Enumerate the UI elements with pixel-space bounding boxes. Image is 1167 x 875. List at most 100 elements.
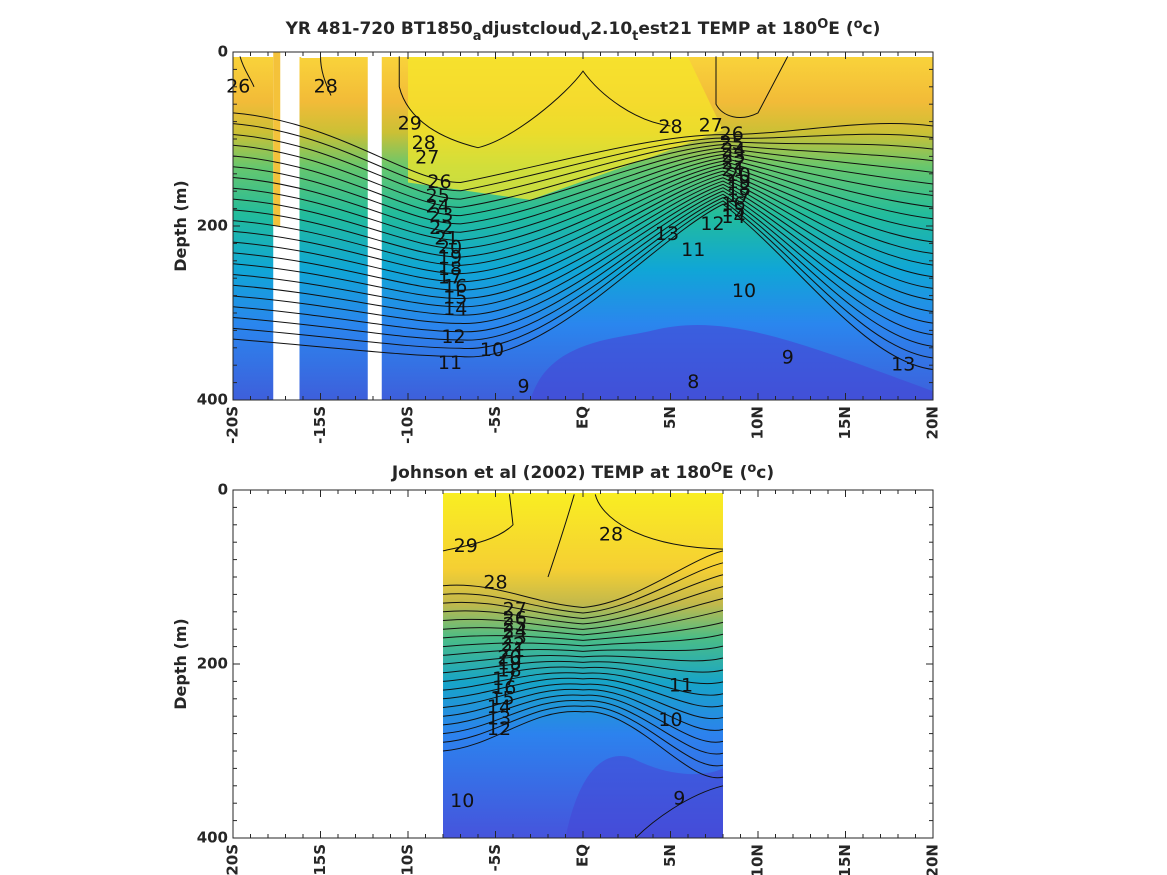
contour-label: 12 (441, 326, 465, 348)
contour-label: 20 (727, 164, 751, 186)
contour-label: 22 (501, 633, 525, 655)
isotherm-line (232, 167, 934, 266)
isotherm-line (442, 633, 724, 648)
contour-label: 10 (450, 790, 474, 812)
chart-title: YR 481-720 BT1850adjustcloudv2.10test21 … (285, 17, 881, 44)
contour-label: 17 (727, 185, 751, 207)
contour-label: 21 (721, 159, 745, 181)
x-tick-label: 20N (924, 844, 942, 875)
x-tick-label: 5N (661, 844, 679, 867)
contour-label: 12 (487, 718, 511, 740)
x-tick-label: EQ (574, 406, 592, 429)
contour-label: 29 (398, 113, 422, 135)
isotherm-line (232, 170, 934, 275)
x-tick-label: EQ (574, 844, 592, 867)
contour-label: 24 (426, 195, 450, 217)
isotherm-line (232, 112, 934, 184)
x-tick-label: -5S (486, 406, 504, 433)
contour-label: 26 (720, 123, 744, 145)
chart-title-part: YR 481-720 BT1850 (285, 19, 473, 39)
isotherm-line (442, 562, 724, 614)
contour-label: 25 (426, 185, 450, 207)
contour-label: 21 (434, 228, 458, 250)
data-gap (367, 52, 382, 400)
contour-label: 13 (891, 354, 915, 376)
contour-label: 13 (655, 223, 679, 245)
x-tick-label: -10S (399, 844, 417, 875)
data-gap-top (301, 52, 321, 58)
isotherm-line (442, 699, 724, 755)
isotherm-line (442, 666, 724, 685)
isotherm-line (442, 683, 724, 720)
contour-label: 14 (443, 298, 467, 320)
data-gap-edge (273, 52, 281, 226)
contour-label: 27 (699, 114, 723, 136)
chart-title-part: c) (756, 463, 774, 483)
isotherm-line (442, 711, 724, 779)
isotherm-line (232, 177, 934, 291)
y-tick-label: 200 (197, 655, 228, 673)
x-tick-label: 15N (836, 406, 854, 439)
y-tick-label: 400 (197, 829, 228, 847)
isotherm-line (442, 672, 724, 696)
contour-label: 18 (497, 659, 521, 681)
contour-label: 23 (721, 145, 745, 167)
contour-label: 25 (720, 132, 744, 154)
contour-label: 19 (727, 171, 751, 193)
contour-label: 28 (412, 132, 436, 154)
axis-ticks (232, 51, 934, 401)
contour-label: 14 (487, 696, 511, 718)
isotherm-line (320, 56, 332, 96)
isotherm-line (232, 163, 934, 258)
contour-label: 10 (480, 339, 504, 361)
x-tick-label: 10N (749, 844, 767, 875)
y-tick-label: 200 (197, 217, 228, 235)
contour-label: 18 (438, 258, 462, 280)
isotherm-line (232, 187, 934, 316)
contour-label: 12 (700, 213, 724, 235)
chart-title-part: O (817, 17, 828, 32)
contour-label: 15 (443, 287, 467, 309)
isotherm-line (232, 193, 934, 336)
isotherm-line (232, 183, 934, 308)
isotherm-line (635, 785, 724, 839)
chart-title-part: c) (863, 19, 881, 39)
isotherm-line (442, 694, 724, 743)
isotherm-line (715, 56, 789, 118)
isotherm-line (442, 494, 514, 552)
x-tick-label: 10N (749, 406, 767, 439)
chart-title-part: E ( (828, 19, 853, 39)
contour-label: 20 (438, 236, 462, 258)
contour-label: 27 (415, 147, 439, 169)
isotherm-line (442, 645, 724, 656)
contour-label: 19 (497, 653, 521, 675)
chart-panel-2: 2928282726252423222120191817161514131211… (171, 461, 942, 875)
contour-label: 11 (669, 674, 693, 696)
y-tick-label: 0 (218, 481, 228, 499)
contour-label: 22 (429, 217, 453, 239)
contour-label: 27 (503, 599, 527, 621)
x-tick-label: -5S (486, 844, 504, 871)
contour-label: 15 (721, 200, 745, 222)
x-tick-label: -20S (224, 406, 242, 444)
contour-labels: 2928282726252423222120191817161514131211… (450, 524, 693, 812)
isotherm-line (239, 56, 255, 87)
contour-label: 10 (658, 709, 682, 731)
isotherm-line (232, 180, 934, 300)
contour-label: 26 (427, 171, 451, 193)
isotherm-line (232, 160, 934, 250)
isotherm-line (232, 150, 934, 225)
contour-label: 8 (687, 371, 699, 393)
contour-label: 28 (314, 75, 338, 97)
contour-label: 25 (503, 613, 527, 635)
contour-label: 26 (226, 75, 250, 97)
chart-title-part: o (747, 461, 756, 476)
contour-label: 16 (492, 677, 516, 699)
isotherm-line (442, 677, 724, 708)
contour-label: 13 (487, 707, 511, 729)
cold-deep-region (530, 325, 933, 400)
chart-title-part: est21 TEMP at 180 (638, 19, 817, 39)
y-axis-label: Depth (m) (171, 618, 190, 710)
isotherm-line (232, 154, 934, 233)
